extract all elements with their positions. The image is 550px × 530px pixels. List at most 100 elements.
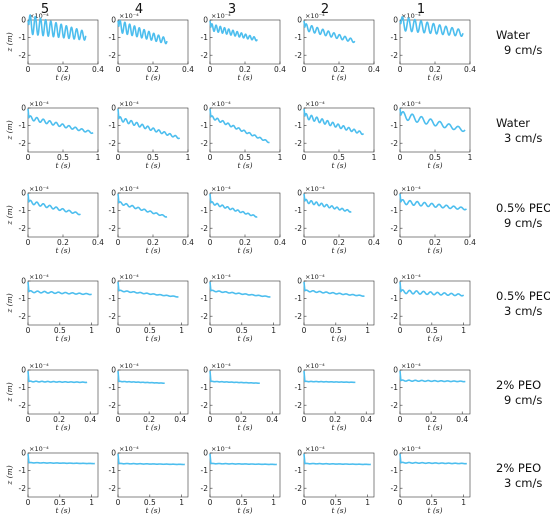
axes-box [209, 19, 281, 65]
x-axis-label: t (s) [237, 334, 252, 343]
y-tick-label: -1 [295, 294, 303, 303]
x-tick-label: 0 [208, 153, 213, 162]
row-label-line2: 9 cm/s [504, 216, 542, 230]
panel-r2-c1: -2 -1 0 0 0.5 1 ×10⁻⁴ t (s) [391, 100, 473, 170]
y-tick-label: 0 [111, 16, 116, 25]
x-axis-label: t (s) [331, 246, 346, 255]
x-tick-label: 0.5 [426, 498, 438, 507]
y-tick-label: -2 [295, 139, 303, 148]
axes-box [399, 369, 471, 415]
y-multiplier-label: ×10⁻⁴ [305, 273, 325, 281]
x-tick-label: 0.2 [143, 415, 155, 424]
y-tick-label: -1 [109, 294, 117, 303]
x-tick-label: 0.4 [274, 65, 286, 74]
row-label-line2: 3 cm/s [504, 476, 542, 490]
y-tick-label: -1 [109, 206, 117, 215]
y-tick-label: -2 [391, 139, 399, 148]
x-tick-label: 0 [302, 498, 307, 507]
y-tick-label: 0 [111, 277, 116, 286]
x-tick-label: 0.4 [456, 415, 468, 424]
axes-box [303, 280, 375, 326]
panel-r2-c2: -2 -1 0 0 0.5 1 ×10⁻⁴ t (s) [295, 100, 377, 170]
x-tick-label: 0 [208, 326, 213, 335]
y-tick-label: 0 [393, 16, 398, 25]
x-tick-label: 0 [208, 65, 213, 74]
y-tick-label: -1 [19, 383, 27, 392]
x-tick-label: 1 [271, 498, 276, 507]
x-axis-label: t (s) [55, 334, 70, 343]
y-tick-label: 0 [393, 366, 398, 375]
x-tick-label: 1 [271, 326, 276, 335]
row-label-line1: 0.5% PEO [496, 289, 550, 303]
x-tick-label: 0 [398, 415, 403, 424]
x-tick-label: 0 [302, 153, 307, 162]
x-axis-label: t (s) [145, 423, 160, 432]
row-label-line2: 9 cm/s [504, 393, 542, 407]
y-tick-label: -2 [201, 401, 209, 410]
x-tick-label: 0.4 [368, 238, 380, 247]
y-tick-label: -2 [391, 312, 399, 321]
data-series-line [209, 370, 261, 385]
y-tick-label: -2 [391, 401, 399, 410]
x-tick-label: 0.2 [147, 65, 159, 74]
y-tick-label: -1 [201, 121, 209, 130]
x-tick-label: 0.4 [360, 415, 372, 424]
x-tick-label: 0.2 [239, 238, 251, 247]
x-tick-label: 0.2 [147, 238, 159, 247]
y-axis-label: z (m) [5, 382, 14, 402]
x-tick-label: 0.5 [239, 153, 251, 162]
x-tick-label: 0.2 [333, 65, 345, 74]
x-axis-label: t (s) [55, 73, 70, 82]
x-tick-label: 0.5 [54, 326, 66, 335]
x-tick-label: 0.2 [57, 238, 69, 247]
panel-r4-c5: -2 -1 0 0 0.5 1 ×10⁻⁴ t (s) z (m) [5, 273, 99, 343]
x-tick-label: 0 [398, 153, 403, 162]
y-multiplier-label: ×10⁻⁴ [29, 362, 49, 370]
x-tick-label: 1 [179, 326, 184, 335]
y-tick-label: -1 [19, 121, 27, 130]
y-tick-label: 0 [21, 16, 26, 25]
x-tick-label: 0.2 [235, 415, 247, 424]
y-tick-label: 0 [393, 104, 398, 113]
x-axis-label: t (s) [145, 246, 160, 255]
x-tick-label: 0.2 [57, 65, 69, 74]
axes-box [303, 452, 375, 498]
y-multiplier-label: ×10⁻⁴ [401, 100, 421, 108]
panel-r6-c4: -2 -1 0 0 0.5 1 ×10⁻⁴ t (s) [109, 445, 189, 515]
x-tick-label: 0 [116, 498, 121, 507]
axes-box [27, 192, 99, 238]
y-multiplier-label: ×10⁻⁴ [29, 185, 49, 193]
x-tick-label: 0.5 [330, 326, 342, 335]
x-axis-label: t (s) [427, 73, 442, 82]
panel-r2-c4: -2 -1 0 0 0.5 1 ×10⁻⁴ t (s) [109, 100, 191, 170]
axes-box [27, 107, 99, 153]
x-tick-label: 1 [278, 153, 283, 162]
y-tick-label: 0 [203, 104, 208, 113]
data-series-line [399, 193, 468, 211]
y-multiplier-label: ×10⁻⁴ [29, 12, 49, 20]
x-axis-label: t (s) [331, 334, 346, 343]
y-multiplier-label: ×10⁻⁴ [211, 273, 231, 281]
y-tick-label: -2 [391, 484, 399, 493]
x-tick-label: 0.5 [147, 153, 159, 162]
y-tick-label: -1 [391, 33, 399, 42]
x-axis-label: t (s) [55, 161, 70, 170]
x-tick-label: 0.4 [84, 415, 96, 424]
y-tick-label: -2 [295, 401, 303, 410]
data-series-line [303, 20, 356, 44]
row-label-line1: Water [496, 28, 530, 42]
y-multiplier-label: ×10⁻⁴ [119, 273, 139, 281]
y-tick-label: -1 [109, 383, 117, 392]
panel-r3-c4: -2 -1 0 0 0.2 0.4 ×10⁻⁴ t (s) [109, 185, 195, 255]
axes-box [209, 369, 281, 415]
x-axis-label: t (s) [331, 73, 346, 82]
x-tick-label: 0 [116, 238, 121, 247]
panel-r2-c3: -2 -1 0 0 0.5 1 ×10⁻⁴ t (s) [201, 100, 283, 170]
y-tick-label: -1 [109, 33, 117, 42]
y-tick-label: -1 [109, 121, 117, 130]
y-tick-label: -2 [109, 51, 117, 60]
x-tick-label: 0.2 [53, 415, 65, 424]
y-multiplier-label: ×10⁻⁴ [119, 362, 139, 370]
x-tick-label: 1 [89, 326, 94, 335]
y-tick-label: -2 [109, 139, 117, 148]
